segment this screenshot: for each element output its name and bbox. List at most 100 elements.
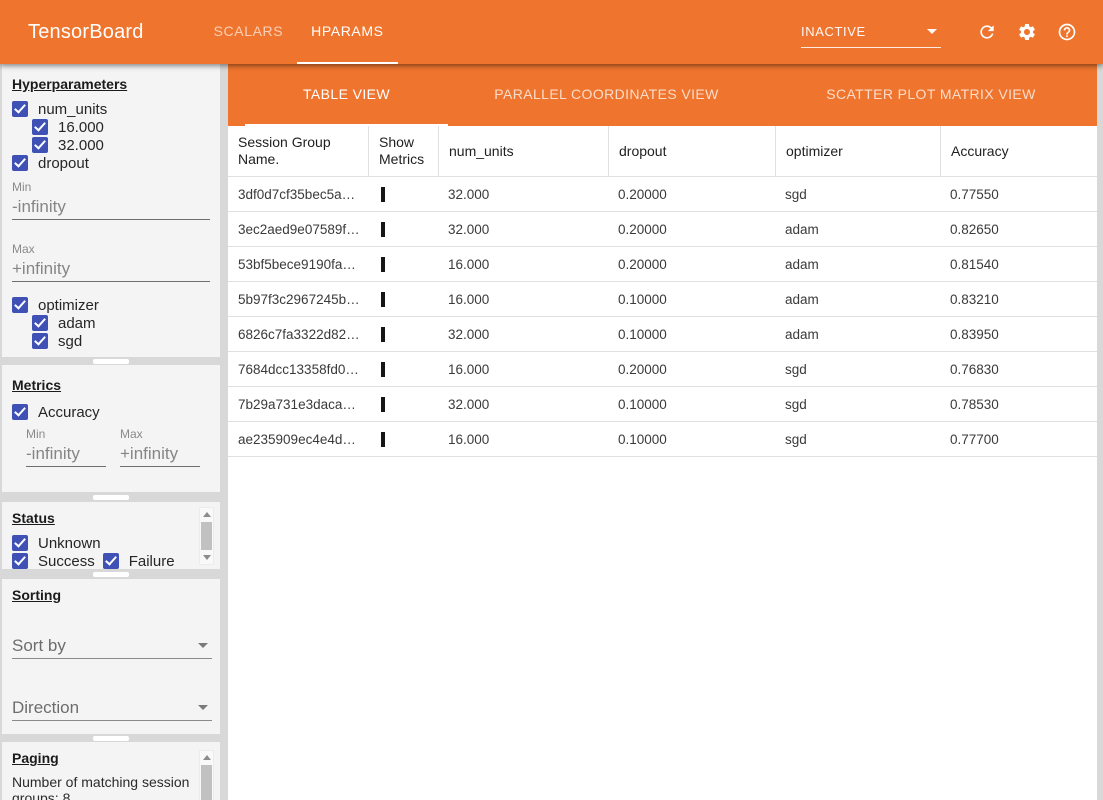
metric-min-field: Min — [26, 427, 106, 467]
hparam-value-row: 16.000 — [12, 118, 212, 136]
pane-splitter[interactable] — [2, 734, 220, 742]
pane-splitter[interactable] — [2, 357, 220, 365]
checkbox-16[interactable] — [32, 119, 48, 135]
status-scrollbar[interactable] — [199, 507, 214, 565]
pane-splitter[interactable] — [2, 492, 220, 502]
tab-scalars[interactable]: SCALARS — [213, 23, 284, 39]
dropout-value: 0.20000 — [618, 361, 667, 377]
refresh-icon[interactable] — [977, 22, 997, 42]
session-group-name: ae235909ec4e4d… — [238, 431, 356, 447]
sorting-heading: Sorting — [12, 587, 61, 603]
show-metrics-checkbox[interactable] — [381, 291, 385, 307]
checkbox-adam[interactable] — [32, 315, 48, 331]
optimizer-value: sgd — [785, 186, 807, 202]
scroll-down-icon[interactable] — [203, 555, 211, 560]
min-label: Min — [26, 427, 46, 441]
metrics-heading: Metrics — [12, 377, 62, 393]
tab-hparams[interactable]: HPARAMS — [297, 0, 398, 64]
hparam-min-input[interactable] — [12, 194, 210, 220]
checkbox-num-units[interactable] — [12, 101, 28, 117]
dropout-value: 0.20000 — [618, 256, 667, 272]
paging-scrollbar[interactable] — [199, 750, 214, 800]
dropout-value: 0.10000 — [618, 291, 667, 307]
checkbox-accuracy[interactable] — [12, 404, 28, 420]
checkbox-32[interactable] — [32, 137, 48, 153]
hparam-value-row: 32.000 — [12, 136, 212, 154]
table-row: 3ec2aed9e07589f… 32.000 0.20000 adam 0.8… — [228, 212, 1097, 247]
sidebar: Hyperparameters num_units 16.000 32.000 … — [0, 64, 228, 800]
accuracy-label: Accuracy — [38, 403, 100, 421]
checkbox-dropout[interactable] — [12, 155, 28, 171]
status-option-failure: Failure — [102, 552, 175, 570]
table-row: 3df0d7cf35bec5a… 32.000 0.20000 sgd 0.77… — [228, 177, 1097, 212]
checkbox-unknown[interactable] — [12, 535, 28, 551]
status-option-unknown: Unknown — [12, 534, 101, 552]
arrow-drop-down-icon — [927, 29, 937, 34]
table-row: 6826c7fa3322d82… 32.000 0.10000 adam 0.8… — [228, 317, 1097, 352]
tab-scatter-plot-matrix-view[interactable]: SCATTER PLOT MATRIX VIEW — [826, 86, 1036, 102]
run-status-dropdown[interactable]: INACTIVE — [801, 16, 941, 48]
hyperparameters-pane: Hyperparameters num_units 16.000 32.000 … — [2, 64, 220, 357]
splitter-handle-icon — [93, 571, 129, 577]
optimizer-value: adam — [785, 256, 819, 272]
show-metrics-checkbox[interactable] — [381, 221, 385, 237]
column-header-num-units[interactable]: num_units — [438, 126, 608, 176]
metric-min-input[interactable] — [26, 441, 106, 467]
checkbox-success[interactable] — [12, 553, 28, 569]
paging-pane: Paging Number of matching session groups… — [2, 742, 220, 800]
sort-by-select[interactable]: Sort by — [12, 633, 212, 659]
accuracy-value: 0.81540 — [950, 256, 999, 272]
max-label: Max — [12, 242, 35, 256]
failure-label: Failure — [128, 552, 175, 570]
accuracy-value: 0.77550 — [950, 186, 999, 202]
value-16-label: 16.000 — [58, 118, 104, 136]
column-header-dropout[interactable]: dropout — [608, 126, 775, 176]
sort-by-placeholder: Sort by — [12, 635, 66, 655]
direction-select[interactable]: Direction — [12, 695, 212, 721]
session-group-name: 5b97f3c2967245b… — [238, 291, 360, 307]
checkbox-optimizer[interactable] — [12, 297, 28, 313]
tab-parallel-coordinates-view[interactable]: PARALLEL COORDINATES VIEW — [494, 86, 719, 102]
show-metrics-checkbox[interactable] — [381, 256, 385, 272]
checkbox-failure[interactable] — [102, 553, 119, 569]
view-tabs: TABLE VIEW PARALLEL COORDINATES VIEW SCA… — [228, 64, 1097, 126]
metric-max-input[interactable] — [120, 441, 200, 467]
show-metrics-checkbox[interactable] — [381, 326, 385, 342]
metric-max-field: Max — [120, 427, 200, 467]
show-metrics-checkbox[interactable] — [381, 396, 385, 412]
direction-placeholder: Direction — [12, 697, 80, 717]
plugin-nav: SCALARS HPARAMS — [200, 0, 398, 64]
right-gutter — [1097, 64, 1103, 800]
column-header-show-metrics[interactable]: Show Metrics — [368, 126, 438, 176]
show-metrics-checkbox[interactable] — [381, 361, 385, 377]
optimizer-value: adam — [785, 326, 819, 342]
column-header-optimizer[interactable]: optimizer — [775, 126, 940, 176]
splitter-handle-icon — [93, 735, 129, 741]
checkbox-sgd[interactable] — [32, 333, 48, 349]
metric-minmax-row: Min Max — [12, 427, 212, 467]
metric-accuracy-row: Accuracy — [12, 403, 212, 421]
optimizer-value: sgd — [785, 431, 807, 447]
scroll-up-icon[interactable] — [203, 755, 211, 760]
hparam-max-input[interactable] — [12, 256, 210, 282]
splitter-handle-icon — [93, 358, 129, 364]
scroll-up-icon[interactable] — [203, 512, 211, 517]
matching-groups-summary: Number of matching session groups: 8 — [12, 774, 190, 800]
dropout-value: 0.20000 — [618, 186, 667, 202]
scrollbar-thumb[interactable] — [201, 522, 212, 550]
num-units-value: 32.000 — [448, 326, 490, 342]
dropout-value: 0.20000 — [618, 221, 667, 237]
gear-icon[interactable] — [1017, 22, 1037, 42]
column-header-accuracy[interactable]: Accuracy — [940, 126, 1097, 176]
show-metrics-checkbox[interactable] — [381, 186, 385, 202]
pane-splitter[interactable] — [2, 569, 220, 579]
scrollbar-thumb[interactable] — [201, 765, 212, 800]
tab-table-view[interactable]: TABLE VIEW — [245, 64, 448, 126]
column-header-session-group-name[interactable]: Session Group Name. — [238, 134, 331, 167]
show-metrics-checkbox[interactable] — [381, 431, 385, 447]
hparam-max-field: Max — [12, 242, 212, 282]
num-units-value: 16.000 — [448, 291, 490, 307]
table-header-row: Session Group Name. Show Metrics num_uni… — [228, 126, 1097, 177]
help-icon[interactable] — [1057, 22, 1077, 42]
